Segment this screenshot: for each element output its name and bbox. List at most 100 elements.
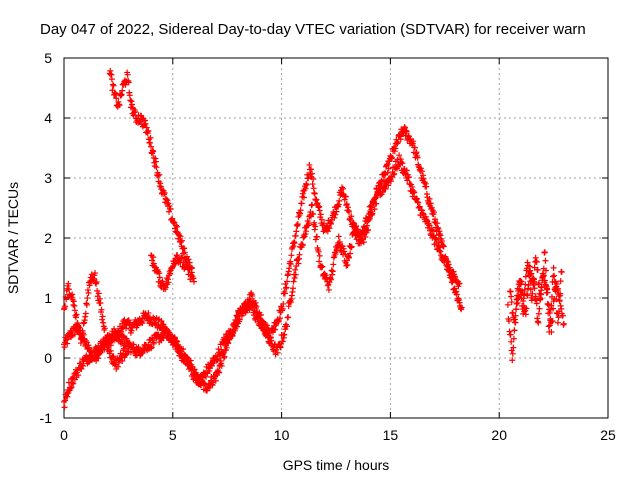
data-point (225, 335, 232, 342)
data-point (287, 261, 294, 268)
data-point (120, 345, 127, 352)
data-point (218, 362, 225, 369)
data-point (98, 306, 105, 313)
data-point (535, 319, 542, 326)
data-point (321, 220, 328, 227)
data-point (347, 250, 354, 257)
data-point (78, 362, 85, 369)
data-point (223, 344, 230, 351)
data-point (116, 102, 123, 109)
data-point (512, 319, 519, 326)
data-point (290, 278, 297, 285)
series-6 (504, 263, 567, 364)
data-point (139, 116, 146, 123)
data-point (291, 275, 298, 282)
y-tick-label: -1 (40, 410, 53, 426)
data-point (344, 261, 351, 268)
data-point (153, 164, 160, 171)
data-point (108, 338, 115, 345)
data-point (533, 258, 540, 265)
data-point (296, 251, 303, 258)
data-point (394, 156, 401, 163)
data-point (554, 319, 561, 326)
data-point (126, 92, 133, 99)
data-point (185, 256, 192, 263)
x-tick-label: 5 (169, 427, 177, 443)
data-point (77, 340, 84, 347)
data-point (335, 233, 342, 240)
data-point (95, 290, 102, 297)
data-point (71, 307, 78, 314)
data-point (65, 286, 72, 293)
data-point (161, 189, 168, 196)
data-point (519, 290, 526, 297)
data-point (325, 286, 332, 293)
data-point (288, 252, 295, 259)
data-point (417, 165, 424, 172)
data-point (284, 323, 291, 330)
data-point (155, 172, 162, 179)
data-point (150, 148, 157, 155)
data-point (257, 311, 264, 318)
data-point (365, 226, 372, 233)
data-point (290, 285, 297, 292)
data-point (163, 328, 170, 335)
data-point (440, 243, 447, 250)
data-point (330, 261, 337, 268)
data-point (389, 154, 396, 161)
x-tick-label: 25 (600, 427, 616, 443)
data-point (544, 289, 551, 296)
data-point (180, 346, 187, 353)
data-point (511, 327, 518, 334)
data-point (216, 369, 223, 376)
data-point (542, 267, 549, 274)
data-point (529, 290, 536, 297)
data-point (285, 314, 292, 321)
data-point (545, 323, 552, 330)
data-point (426, 195, 433, 202)
data-point (84, 295, 91, 302)
data-point (62, 397, 69, 404)
data-point (358, 240, 365, 247)
data-point (239, 310, 246, 317)
x-tick-label: 10 (274, 427, 290, 443)
data-point (316, 258, 323, 265)
data-point (65, 280, 72, 287)
data-point (222, 341, 229, 348)
y-tick-label: 0 (44, 350, 52, 366)
data-point (93, 278, 100, 285)
data-point (113, 95, 120, 102)
data-point (83, 301, 90, 308)
data-point (369, 210, 376, 217)
data-point (553, 281, 560, 288)
data-point (549, 318, 556, 325)
data-point (416, 203, 423, 210)
data-point (125, 342, 132, 349)
data-point (152, 158, 159, 165)
data-point (61, 404, 68, 411)
data-point (546, 310, 553, 317)
data-point (318, 216, 325, 223)
data-point (384, 161, 391, 168)
data-point (303, 181, 310, 188)
data-point (331, 214, 338, 221)
data-point (148, 143, 155, 150)
y-tick-label: 5 (44, 50, 52, 66)
data-point (429, 227, 436, 234)
data-point (146, 139, 153, 146)
data-point (398, 158, 405, 165)
data-point (105, 343, 112, 350)
data-point (109, 353, 116, 360)
data-point (508, 293, 515, 300)
data-point (281, 331, 288, 338)
data-point (360, 239, 367, 246)
data-point (276, 315, 283, 322)
data-point (557, 278, 564, 285)
series-1 (61, 152, 463, 411)
data-point (548, 329, 555, 336)
data-point (550, 264, 557, 271)
data-point (293, 228, 300, 235)
data-point (305, 220, 312, 227)
